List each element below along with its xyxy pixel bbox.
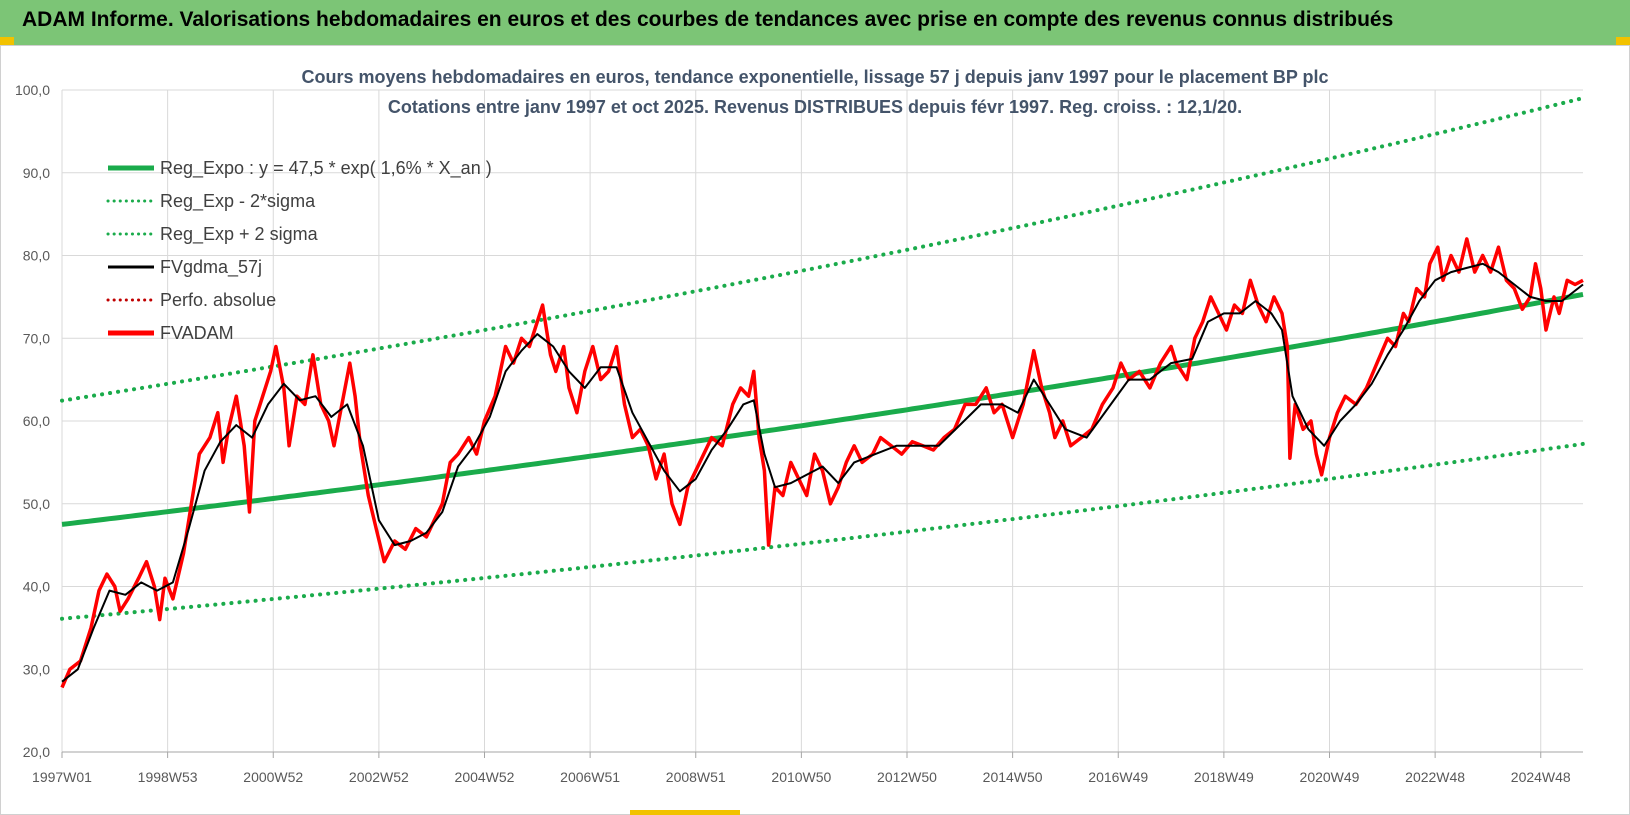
banner-title: ADAM Informe. Valorisations hebdomadaire… [22,8,1394,31]
x-tick-label: 2000W52 [243,769,303,785]
chart-title: Cours moyens hebdomadaires en euros, ten… [301,67,1328,87]
legend-label: FVADAM [160,323,234,343]
legend: Reg_Expo : y = 47,5 * exp( 1,6% * X_an )… [106,158,492,343]
chart-area: 20,0 30,0 40,0 50,0 60,0 70,0 80,0 90,0 100,0 19… [0,45,1630,815]
y-tick-label: 90,0 [23,165,50,181]
legend-label: Reg_Exp - 2*sigma [160,191,316,212]
y-tick-label: 20,0 [23,744,50,760]
y-tick-label: 80,0 [23,248,50,264]
series-group [60,96,1585,689]
y-tick-label: 70,0 [23,330,50,346]
y-tick-label: 50,0 [23,496,50,512]
legend-label: Reg_Exp + 2 sigma [160,224,319,245]
legend-label: Perfo. absolue [160,290,276,310]
x-axis-ticks: 1997W01 1998W53 2000W52 2002W52 2004W52 2006W… [32,769,1571,785]
legend-label: FVgdma_57j [160,257,262,278]
y-tick-label: 100,0 [15,82,50,98]
x-tick-label: 2016W49 [1088,769,1148,785]
legend-label: Reg_Expo : y = 47,5 * exp( 1,6% * X_an ) [160,158,492,179]
x-tick-label: 2014W50 [983,769,1043,785]
y-tick-label: 40,0 [23,579,50,595]
x-tick-label: 1997W01 [32,769,92,785]
series-reg-expo [61,291,1584,527]
x-tick-label: 2008W51 [666,769,726,785]
x-tick-label: 2012W50 [877,769,937,785]
bottom-accent [630,810,740,815]
x-tick-label: 2002W52 [349,769,409,785]
x-tick-label: 2020W49 [1300,769,1360,785]
x-tick-label: 2022W48 [1405,769,1465,785]
x-tick-label: 2010W50 [771,769,831,785]
chart-svg: 20,0 30,0 40,0 50,0 60,0 70,0 80,0 90,0 100,0 19… [0,45,1630,815]
x-tick-label: 2018W49 [1194,769,1254,785]
banner-corner-right [1616,37,1630,45]
y-tick-label: 30,0 [23,661,50,677]
y-tick-label: 60,0 [23,413,50,429]
chart-frame [0,45,1630,815]
x-tick-label: 2006W51 [560,769,620,785]
chart-subtitle: Cotations entre janv 1997 et oct 2025. R… [388,97,1242,117]
banner-corner-left [0,37,14,45]
series-fvgdma-57j [61,262,1584,683]
x-tick-label: 2004W52 [455,769,515,785]
banner: ADAM Informe. Valorisations hebdomadaire… [0,0,1630,45]
x-tick-label: 2024W48 [1511,769,1571,785]
x-tick-label: 1998W53 [138,769,198,785]
y-axis-ticks: 20,0 30,0 40,0 50,0 60,0 70,0 80,0 90,0 100,0 [15,82,50,760]
